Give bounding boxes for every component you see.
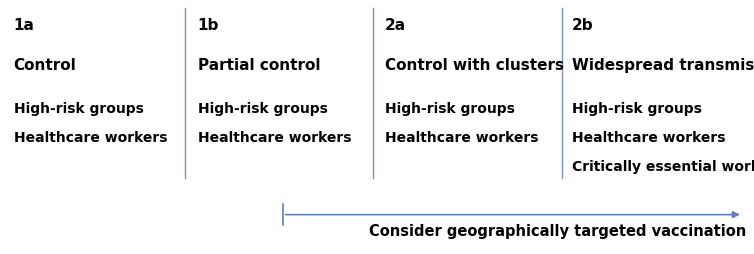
Text: Healthcare workers: Healthcare workers (198, 131, 351, 145)
Text: 1b: 1b (198, 18, 219, 33)
Text: High-risk groups: High-risk groups (14, 102, 143, 116)
Text: 1a: 1a (14, 18, 35, 33)
Text: Healthcare workers: Healthcare workers (14, 131, 167, 145)
Text: High-risk groups: High-risk groups (198, 102, 327, 116)
Text: Consider geographically targeted vaccination: Consider geographically targeted vaccina… (369, 224, 746, 239)
Text: Control with clusters: Control with clusters (385, 58, 563, 73)
Text: 2a: 2a (385, 18, 406, 33)
Text: Control: Control (14, 58, 76, 73)
Text: Partial control: Partial control (198, 58, 320, 73)
Text: High-risk groups: High-risk groups (572, 102, 701, 116)
Text: Healthcare workers: Healthcare workers (385, 131, 538, 145)
Text: Widespread transmission: Widespread transmission (572, 58, 754, 73)
Text: 2b: 2b (572, 18, 593, 33)
Text: Critically essential workers: Critically essential workers (572, 160, 754, 174)
Text: Healthcare workers: Healthcare workers (572, 131, 725, 145)
Text: High-risk groups: High-risk groups (385, 102, 514, 116)
